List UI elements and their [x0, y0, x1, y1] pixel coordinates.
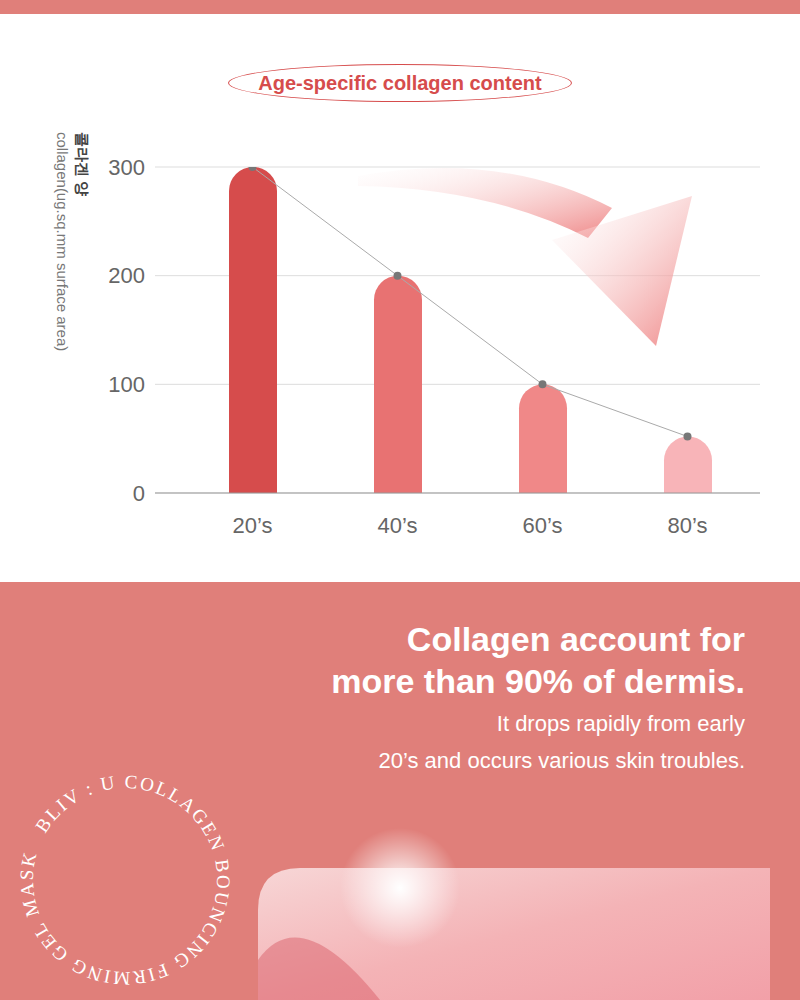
- svg-text:200: 200: [108, 263, 145, 288]
- html-text:콜라겐 양: 콜라겐 양: [74, 132, 91, 197]
- svg-text:80’s: 80’s: [668, 513, 708, 538]
- svg-text:300: 300: [108, 155, 145, 180]
- html-text:Collagen account for: Collagen account for: [406, 620, 745, 658]
- html-text:more than 90% of dermis.: more than 90% of dermis.: [331, 662, 745, 700]
- svg-text:BLIV : U COLLAGEN BOUNCING FIR: BLIV : U COLLAGEN BOUNCING FIRMING GEL M…: [16, 771, 234, 990]
- svg-text:0: 0: [133, 481, 145, 506]
- html-text:collagen(ug.sq.mm surface area: collagen(ug.sq.mm surface area): [54, 132, 71, 352]
- svg-text:100: 100: [108, 372, 145, 397]
- svg-text:20’s: 20’s: [233, 513, 273, 538]
- svg-text:60’s: 60’s: [523, 513, 563, 538]
- html-text:20’s and occurs various skin t: 20’s and occurs various skin troubles.: [378, 748, 745, 773]
- svg-text:40’s: 40’s: [378, 513, 418, 538]
- html-text:Age-specific collagen content: Age-specific collagen content: [258, 71, 542, 94]
- html-text:It drops rapidly from early: It drops rapidly from early: [496, 711, 745, 736]
